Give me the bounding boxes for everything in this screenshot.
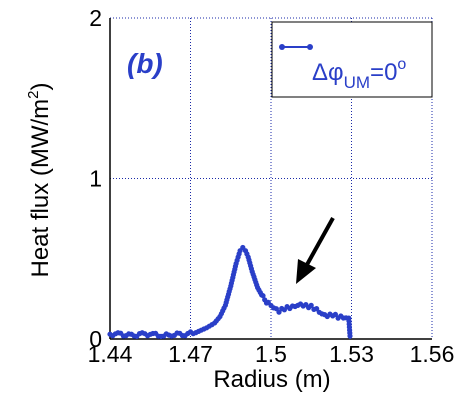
legend-degree: o [397,56,406,73]
x-tick-labels: 1.44 1.47 1.5 1.53 1.56 [88,341,455,367]
data-point [347,333,353,339]
data-point [314,306,320,312]
y-tick-label: 2 [89,5,102,31]
y-axis-title-main: Heat flux (MW/m [27,99,54,278]
legend-subscript: UM [344,73,370,92]
legend-marker [279,44,285,50]
x-tick-label: 1.44 [88,341,133,367]
annotation-arrow [296,217,335,284]
legend: ΔφUM=0o [271,21,433,98]
data-point [260,293,266,299]
y-tick-labels: 0 1 2 [89,5,102,352]
y-axis-title: Heat flux (MW/m2) [25,82,54,277]
legend-phi: φ [328,59,344,86]
data-point [276,309,282,315]
x-axis-title: Radius (m) [213,366,330,393]
y-axis-title-close: ) [27,82,54,90]
series-points [107,244,353,339]
y-axis-title-superscript: 2 [25,90,42,98]
y-tick-label: 0 [89,326,102,352]
x-tick-label: 1.56 [410,341,455,367]
legend-entry-label: ΔφUM=0o [312,56,406,92]
y-tick-label: 1 [89,166,102,192]
x-tick-label: 1.5 [255,341,287,367]
legend-box [271,21,433,98]
data-point [332,311,338,317]
x-tick-label: 1.47 [168,341,213,367]
legend-eq: =0 [370,59,397,86]
data-point [308,302,314,308]
legend-delta: Δ [312,59,328,86]
legend-marker [307,44,313,50]
panel-label: (b) [127,48,163,79]
grid-lines [110,17,433,339]
x-tick-label: 1.53 [329,341,374,367]
